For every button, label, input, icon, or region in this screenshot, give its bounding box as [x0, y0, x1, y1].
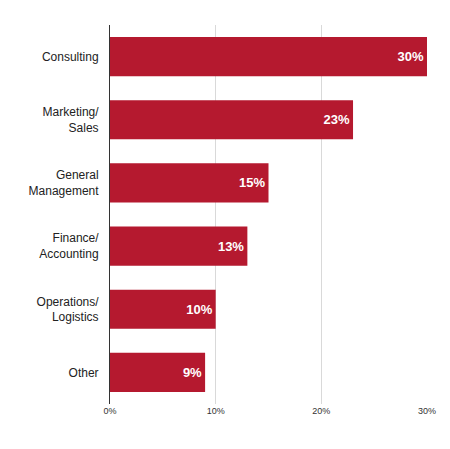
svg-text:20%: 20%: [312, 406, 330, 416]
svg-text:15%: 15%: [239, 175, 265, 190]
svg-text:30%: 30%: [418, 406, 436, 416]
svg-text:10%: 10%: [207, 406, 225, 416]
svg-text:Finance/Accounting: Finance/Accounting: [39, 231, 99, 261]
svg-text:0%: 0%: [103, 406, 116, 416]
svg-text:30%: 30%: [398, 49, 424, 64]
svg-text:Operations/Logistics: Operations/Logistics: [37, 295, 100, 325]
svg-text:10%: 10%: [186, 302, 212, 317]
svg-text:Other: Other: [69, 366, 99, 380]
svg-text:Marketing/Sales: Marketing/Sales: [43, 105, 100, 135]
svg-text:Consulting: Consulting: [42, 50, 99, 64]
svg-text:9%: 9%: [183, 365, 202, 380]
svg-text:13%: 13%: [218, 239, 244, 254]
svg-text:23%: 23%: [324, 112, 350, 127]
svg-text:GeneralManagement: GeneralManagement: [29, 168, 100, 198]
